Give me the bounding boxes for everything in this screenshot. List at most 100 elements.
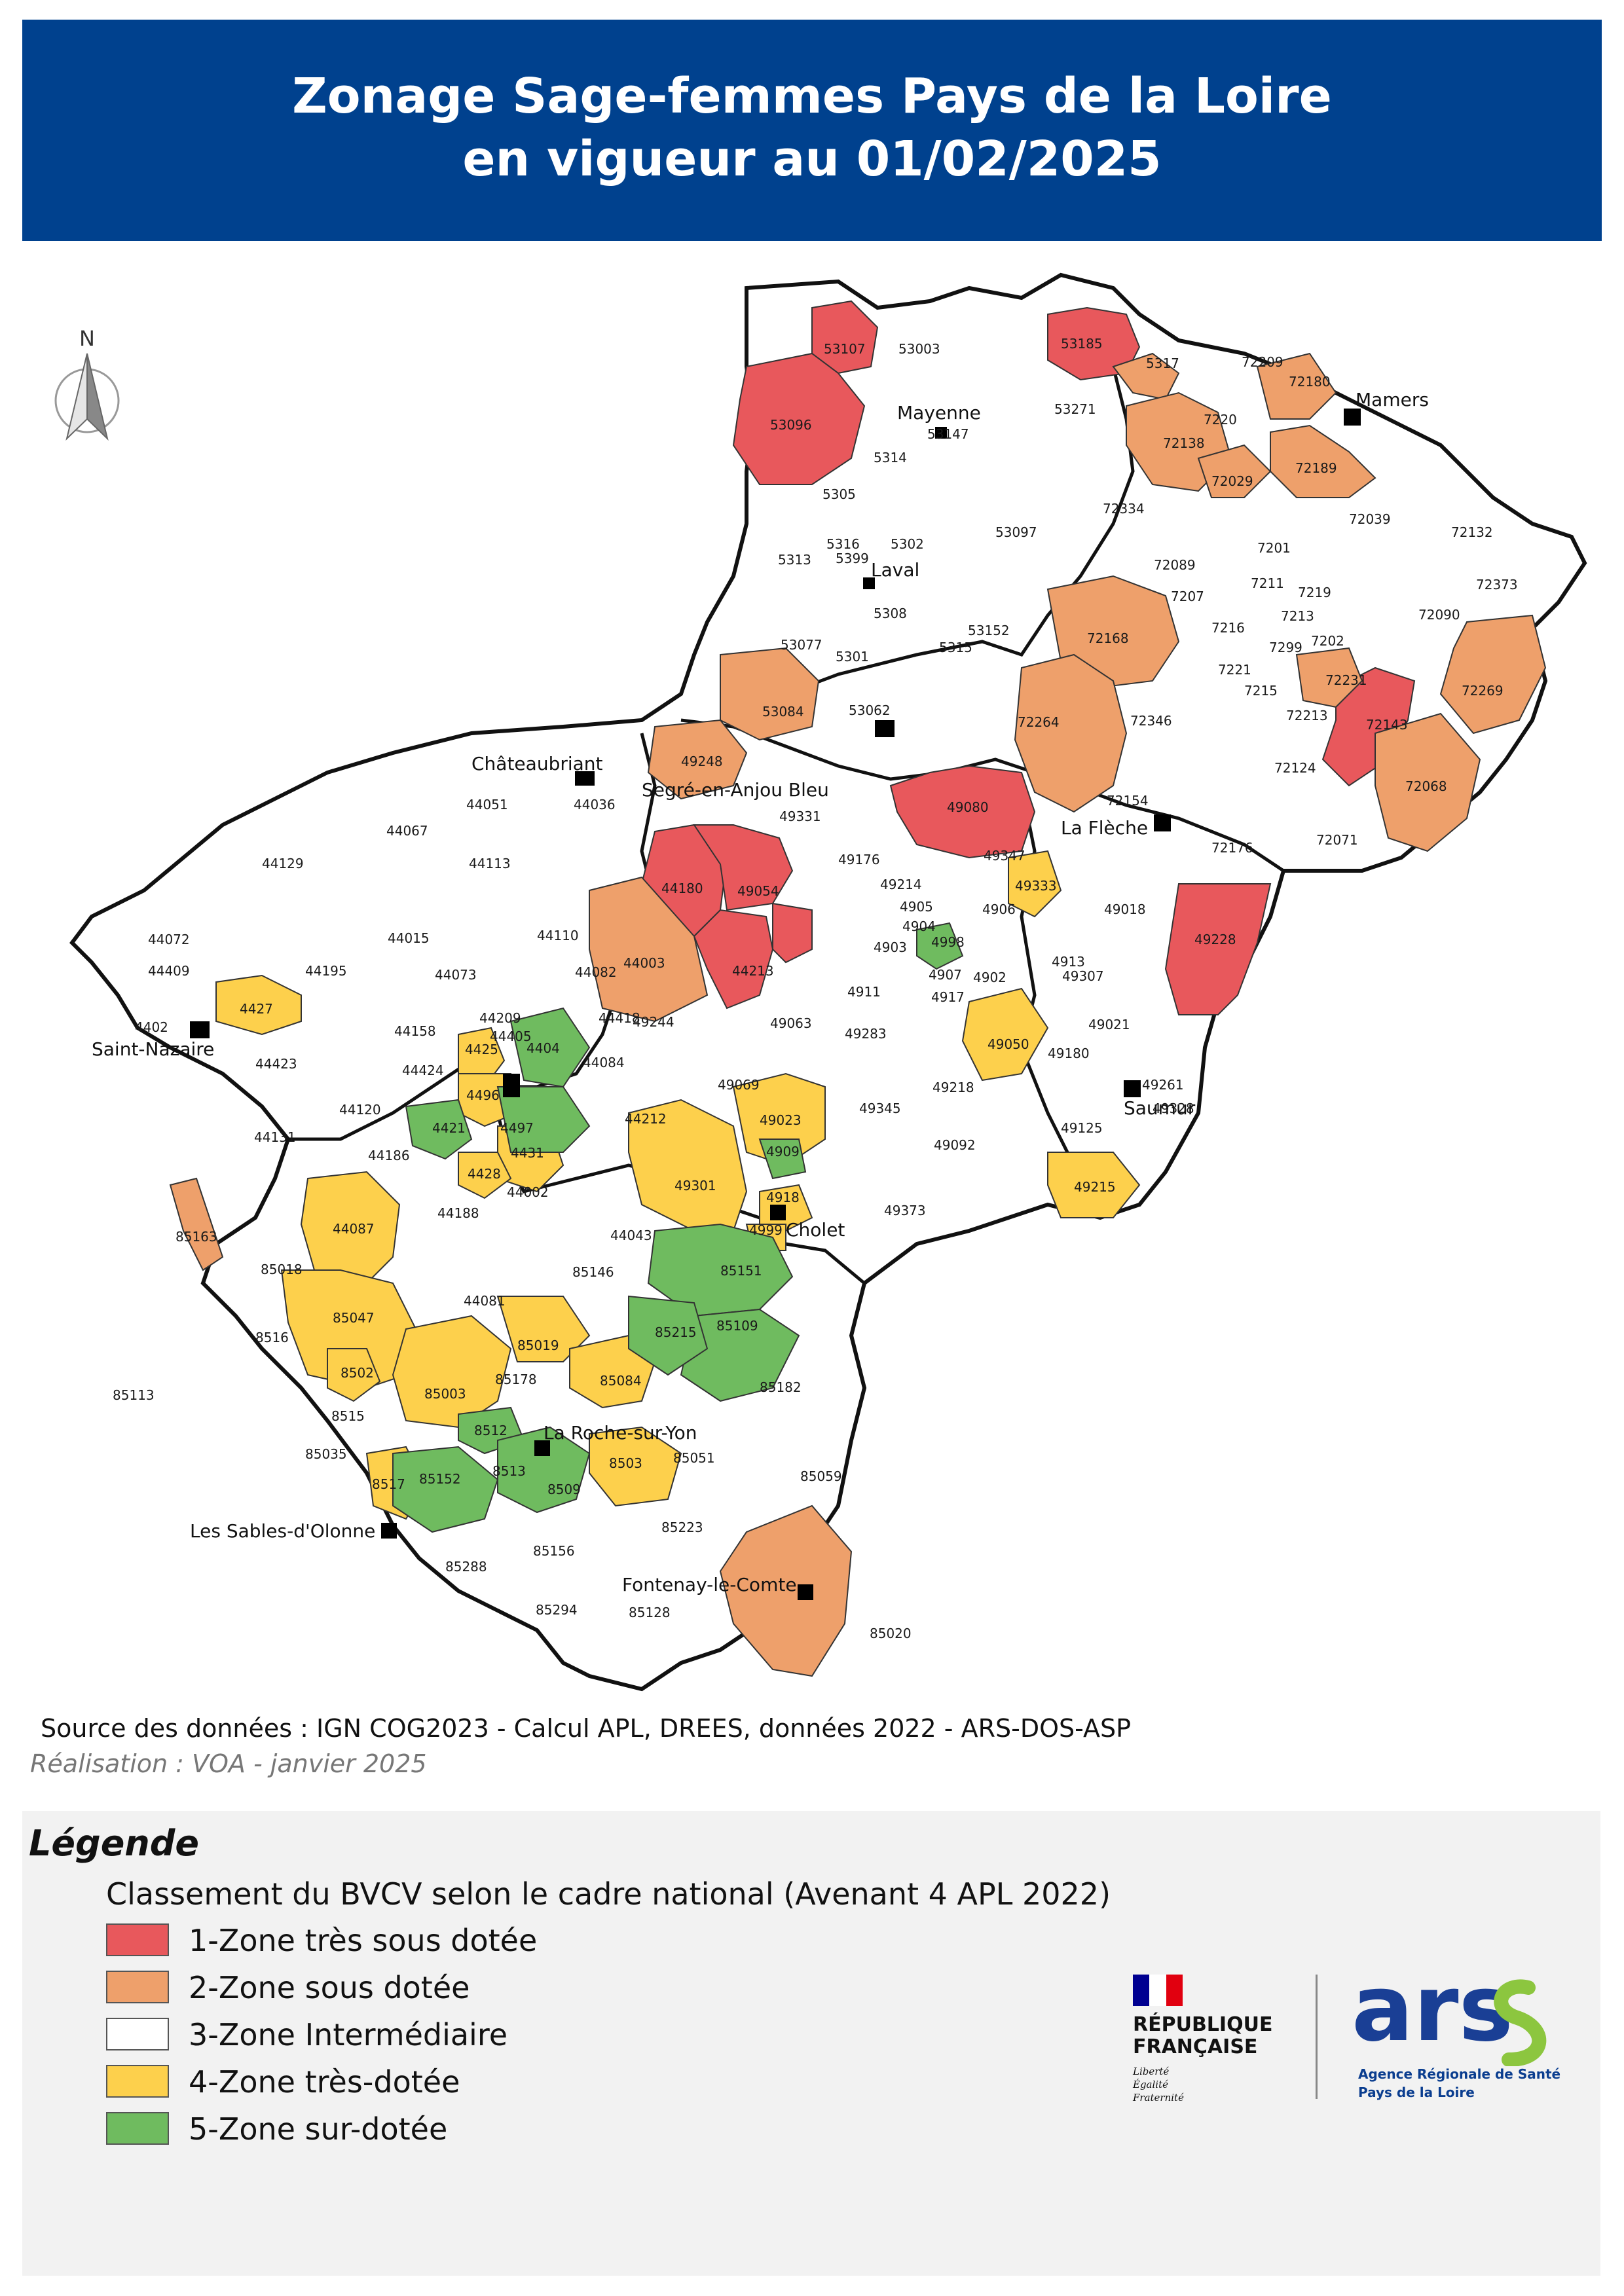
zone-label: 4404 <box>526 1040 560 1056</box>
zone-label: 85182 <box>760 1379 802 1395</box>
legend-label: 5-Zone sur-dotée <box>189 2111 448 2147</box>
zone-4909 <box>758 1139 807 1180</box>
zone-label: 8516 <box>255 1330 289 1345</box>
zone-label: 44072 <box>148 932 190 947</box>
zone-label: 4998 <box>931 934 965 950</box>
city-labels: Mayenne Laval Mamers Châteaubriant Segré… <box>92 389 1429 1595</box>
zone-label: 49248 <box>681 754 723 769</box>
ars-region-name: Pays de la Loire <box>1358 2085 1475 2100</box>
zone-label: 49331 <box>779 809 821 824</box>
zone-label: 49092 <box>934 1137 976 1153</box>
zone-label: 53185 <box>1061 336 1103 352</box>
zone-label: 5315 <box>939 640 972 655</box>
legend-swatch <box>106 2112 169 2145</box>
zone-label: 49054 <box>737 883 779 899</box>
zone-label: 44129 <box>262 856 304 871</box>
zone-label: 7215 <box>1244 683 1278 699</box>
zone-label: 53147 <box>927 426 969 442</box>
zone-label: 5314 <box>874 450 907 465</box>
zone-label: 44113 <box>469 856 511 871</box>
zone-49215 <box>1047 1152 1141 1218</box>
intermediate-zone-labels: 53003 53147 5314 5305 53271 53097 5302 53165399… <box>113 341 1518 1620</box>
zone-49050 <box>961 987 1049 1082</box>
zone-label: 72189 <box>1295 460 1337 476</box>
zone-label: 44209 <box>479 1010 521 1026</box>
zone-label: 44087 <box>333 1221 375 1237</box>
rf-line2: FRANÇAISE <box>1133 2035 1258 2058</box>
zone-label: 53062 <box>849 702 891 718</box>
zone-44003 <box>589 876 709 1023</box>
zone-label: 4421 <box>432 1120 466 1136</box>
zone-label: 44082 <box>575 964 617 980</box>
zone-53096 <box>732 352 866 485</box>
zone-label: 5301 <box>836 649 869 665</box>
zone-label: 44212 <box>625 1111 667 1127</box>
zone-label: 8502 <box>341 1365 374 1381</box>
zone-label: 72180 <box>1289 374 1331 390</box>
zone-label: 85113 <box>113 1387 155 1403</box>
title-banner: Zonage Sage-femmes Pays de la Loire en v… <box>22 20 1602 241</box>
zone-label: 5305 <box>822 486 856 502</box>
legend-swatch <box>106 2018 169 2050</box>
zone-label: 85215 <box>655 1324 697 1340</box>
zone-4497 <box>496 1086 591 1153</box>
zone-label: 49218 <box>932 1080 974 1095</box>
zone-label: 4913 <box>1052 954 1085 970</box>
zone-label: 53097 <box>995 524 1037 540</box>
zone-label: 85051 <box>673 1450 715 1466</box>
zone-8513 <box>497 1426 591 1514</box>
zone-label: 85059 <box>800 1468 842 1484</box>
zone-85020 <box>719 1504 853 1677</box>
zone-label: 53107 <box>824 341 866 357</box>
zone-label: 49050 <box>987 1036 1029 1052</box>
zone-label: 85288 <box>445 1559 487 1575</box>
zone-label: 44003 <box>623 955 665 971</box>
zone-label: 72090 <box>1418 607 1460 623</box>
zone-label: 49180 <box>1048 1046 1090 1061</box>
zone-label: 4909 <box>766 1144 800 1159</box>
zone-label: 85020 <box>870 1626 912 1641</box>
north-label: N <box>79 326 95 351</box>
zone-8502 <box>327 1348 381 1402</box>
zone-49333 <box>1008 850 1062 918</box>
zone-label: 7216 <box>1211 620 1245 636</box>
map-subtitle: en vigueur au 01/02/2025 <box>462 131 1162 187</box>
zone-label: 49125 <box>1061 1120 1103 1136</box>
zone-label: 44424 <box>402 1063 444 1078</box>
zone-label: 72269 <box>1462 683 1504 699</box>
city-saumur: Saumur <box>1124 1097 1196 1119</box>
zone-85152 <box>392 1446 499 1533</box>
zone-label: 44081 <box>464 1293 506 1309</box>
production-credit: Réalisation : VOA - janvier 2025 <box>30 1749 427 1778</box>
city-les-sables: Les Sables-d'Olonne <box>190 1520 375 1542</box>
zone-label: 4497 <box>500 1120 534 1136</box>
zone-85215 <box>628 1295 709 1376</box>
zone-label: 72373 <box>1476 577 1518 592</box>
zone-label: 72143 <box>1366 717 1408 733</box>
zones-very-well-served <box>215 850 1141 1520</box>
zone-label: 85084 <box>600 1373 642 1389</box>
zone-49248 <box>647 719 748 800</box>
zone-label: 49080 <box>947 799 989 815</box>
zone-label: 44418 <box>599 1010 640 1026</box>
zone-label: 4902 <box>973 970 1006 985</box>
zone-label: 44409 <box>148 963 190 979</box>
zone-label: 49063 <box>770 1015 812 1031</box>
zone-49023 <box>732 1072 826 1167</box>
zone-label: 85223 <box>661 1520 703 1535</box>
city-cholet: Cholet <box>786 1219 845 1241</box>
zone-72269 <box>1439 614 1547 735</box>
zone-label: 44073 <box>435 967 477 983</box>
zone-label: 44120 <box>339 1102 381 1118</box>
rf-line1: RÉPUBLIQUE <box>1133 2013 1273 2036</box>
zone-label: 5399 <box>836 551 869 566</box>
zone-label: 53152 <box>968 623 1010 638</box>
zone-label: 72071 <box>1316 832 1358 848</box>
ars-wordmark: ars <box>1352 1961 1513 2062</box>
zone-label: 7213 <box>1281 608 1314 624</box>
zone-label: 4999 <box>749 1222 783 1238</box>
city-mamers: Mamers <box>1356 389 1429 410</box>
zone-label: 44051 <box>466 797 508 812</box>
zone-label: 72334 <box>1103 501 1145 517</box>
zone-label: 72068 <box>1405 778 1447 794</box>
